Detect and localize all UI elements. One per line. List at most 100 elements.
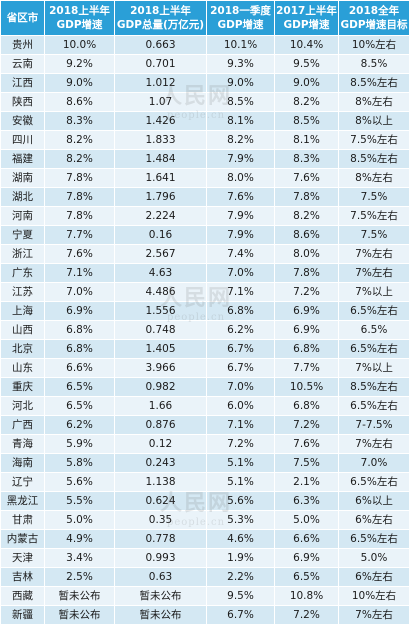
cell-q1-growth: 8.2% (207, 131, 275, 150)
cell-2018-target: 7.5%左右 (339, 131, 409, 150)
cell-region: 甘肃 (1, 511, 45, 530)
cell-2017h1-growth: 9.0% (275, 74, 339, 93)
cell-2017h1-growth: 8.6% (275, 226, 339, 245)
cell-2018-target: 8%左右 (339, 169, 409, 188)
cell-h1-total: 0.35 (115, 511, 207, 530)
cell-q1-growth: 9.3% (207, 55, 275, 74)
cell-h1-growth: 5.8% (45, 454, 115, 473)
cell-2017h1-growth: 7.2% (275, 606, 339, 625)
cell-q1-growth: 7.9% (207, 207, 275, 226)
cell-2017h1-growth: 8.0% (275, 245, 339, 264)
cell-h1-total: 0.993 (115, 549, 207, 568)
cell-h1-growth: 8.6% (45, 93, 115, 112)
cell-h1-growth: 6.2% (45, 416, 115, 435)
cell-q1-growth: 7.1% (207, 416, 275, 435)
cell-h1-total: 0.876 (115, 416, 207, 435)
cell-2017h1-growth: 10.8% (275, 587, 339, 606)
cell-h1-growth: 8.2% (45, 131, 115, 150)
cell-2018-target: 6.5% (339, 321, 409, 340)
cell-region: 吉林 (1, 568, 45, 587)
cell-h1-growth: 5.6% (45, 473, 115, 492)
cell-2018-target: 7.5% (339, 188, 409, 207)
cell-2018-target: 10%左右 (339, 36, 409, 55)
cell-q1-growth: 5.6% (207, 492, 275, 511)
cell-q1-growth: 9.5% (207, 587, 275, 606)
cell-region: 湖南 (1, 169, 45, 188)
cell-q1-growth: 8.1% (207, 112, 275, 131)
cell-h1-total: 0.63 (115, 568, 207, 587)
cell-2017h1-growth: 6.9% (275, 302, 339, 321)
cell-2018-target: 6%左右 (339, 568, 409, 587)
cell-region: 重庆 (1, 378, 45, 397)
cell-2017h1-growth: 8.2% (275, 93, 339, 112)
cell-q1-growth: 9.0% (207, 74, 275, 93)
cell-2017h1-growth: 7.7% (275, 359, 339, 378)
cell-q1-growth: 6.7% (207, 340, 275, 359)
cell-q1-growth: 6.2% (207, 321, 275, 340)
cell-2018-target: 6.5%左右 (339, 397, 409, 416)
cell-region: 青海 (1, 435, 45, 454)
cell-region: 辽宁 (1, 473, 45, 492)
cell-q1-growth: 6.7% (207, 359, 275, 378)
cell-h1-total: 1.405 (115, 340, 207, 359)
cell-2018-target: 7.5%左右 (339, 207, 409, 226)
cell-q1-growth: 6.0% (207, 397, 275, 416)
cell-2018-target: 6.5%左右 (339, 340, 409, 359)
cell-region: 河北 (1, 397, 45, 416)
cell-q1-growth: 7.9% (207, 226, 275, 245)
cell-2018-target: 7%左右 (339, 264, 409, 283)
cell-region: 陕西 (1, 93, 45, 112)
cell-2017h1-growth: 10.4% (275, 36, 339, 55)
cell-h1-growth: 暂未公布 (45, 606, 115, 625)
cell-2017h1-growth: 6.9% (275, 549, 339, 568)
cell-q1-growth: 4.6% (207, 530, 275, 549)
cell-2018-target: 8.5%左右 (339, 74, 409, 93)
cell-2017h1-growth: 7.8% (275, 188, 339, 207)
cell-2018-target: 7%以上 (339, 283, 409, 302)
cell-2018-target: 6%左右 (339, 511, 409, 530)
cell-region: 浙江 (1, 245, 45, 264)
cell-region: 黑龙江 (1, 492, 45, 511)
cell-2018-target: 6.5%左右 (339, 473, 409, 492)
cell-h1-total: 1.796 (115, 188, 207, 207)
cell-2018-target: 7%左右 (339, 606, 409, 625)
cell-2017h1-growth: 7.5% (275, 454, 339, 473)
cell-h1-total: 1.833 (115, 131, 207, 150)
cell-h1-growth: 6.6% (45, 359, 115, 378)
cell-region: 山东 (1, 359, 45, 378)
cell-2017h1-growth: 7.8% (275, 264, 339, 283)
cell-region: 宁夏 (1, 226, 45, 245)
cell-h1-growth: 5.5% (45, 492, 115, 511)
cell-h1-total: 0.748 (115, 321, 207, 340)
cell-2017h1-growth: 8.3% (275, 150, 339, 169)
cell-region: 海南 (1, 454, 45, 473)
cell-2017h1-growth: 7.6% (275, 169, 339, 188)
cell-2018-target: 8.5%左右 (339, 378, 409, 397)
header-region: 省区市 (1, 1, 45, 36)
cell-h1-total: 暂未公布 (115, 587, 207, 606)
cell-q1-growth: 7.6% (207, 188, 275, 207)
cell-2017h1-growth: 8.1% (275, 131, 339, 150)
cell-2017h1-growth: 8.2% (275, 207, 339, 226)
cell-q1-growth: 2.2% (207, 568, 275, 587)
cell-2018-target: 6.5%左右 (339, 302, 409, 321)
cell-q1-growth: 8.5% (207, 93, 275, 112)
